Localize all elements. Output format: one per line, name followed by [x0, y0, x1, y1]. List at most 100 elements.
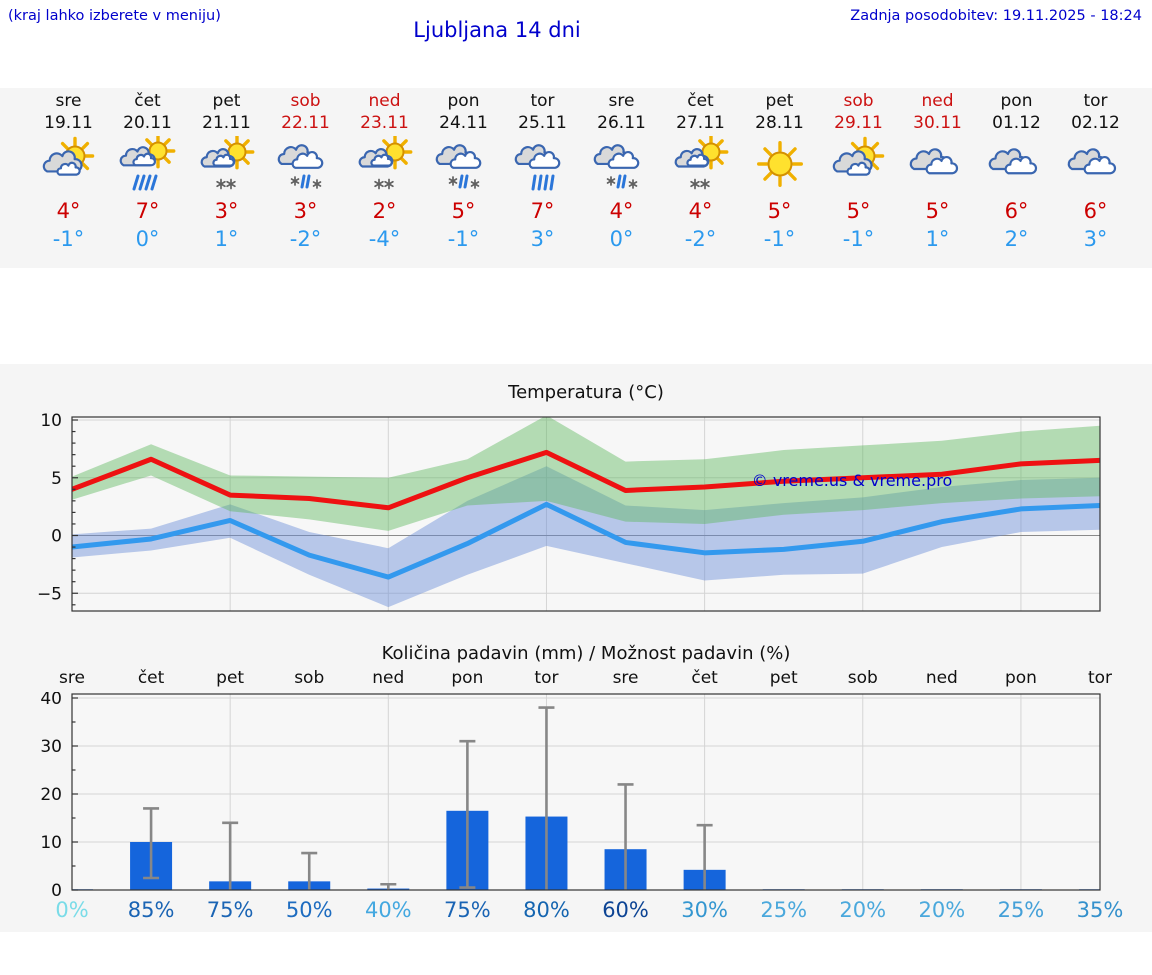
precip-probability-label: 35% [1076, 898, 1124, 922]
day-name: tor [530, 91, 555, 111]
low-temp: 0° [135, 227, 160, 251]
day-column[interactable]: ned 30.11 5° 1° [898, 88, 977, 268]
sun-cloud-icon [42, 136, 94, 176]
day-name: sre [55, 91, 82, 111]
day-name: pon [1000, 91, 1033, 111]
precip-probability-label: 75% [206, 898, 254, 922]
temp-ytick-label: −5 [37, 584, 62, 604]
day-column[interactable]: sob 22.11 3° -2° [266, 88, 345, 268]
temperature-chart: 10 5 0 −5 © vreme.us & vreme.pro [37, 411, 1101, 612]
precip-probability-label: 30% [681, 898, 728, 922]
high-temp: 6° [1083, 199, 1108, 223]
day-date: 24.11 [439, 113, 488, 133]
high-temp: 7° [530, 199, 555, 223]
precip-day-label: pet [769, 668, 798, 688]
temp-ytick-label: 10 [40, 411, 62, 431]
cloud-rain-icon [514, 144, 560, 191]
precip-probability-row: 0% 85% 75% 50% 40% 75% 80% 60% 30% 25% 20% 20% 25% 35… [0, 898, 1152, 922]
high-temp: 5° [846, 199, 871, 223]
cloud-sleet-icon [593, 144, 639, 189]
low-temp: -2° [684, 227, 717, 251]
day-column[interactable]: pon 24.11 5° -1° [424, 88, 503, 268]
sun-cloud-rain-icon [119, 136, 175, 191]
day-column[interactable]: pon 01.12 6° 2° [977, 88, 1056, 268]
low-temp: -4° [368, 227, 401, 251]
low-temp: 1° [925, 227, 950, 251]
precip-day-label: sob [847, 668, 878, 688]
clouds-icon [909, 148, 958, 175]
day-date: 02.12 [1071, 113, 1120, 133]
low-temp: -2° [289, 227, 322, 251]
precip-day-label: čet [137, 668, 165, 688]
clouds-icon [988, 148, 1037, 175]
precip-day-label: tor [1087, 668, 1113, 688]
day-date: 25.11 [518, 113, 567, 133]
cloud-sleet-icon [435, 144, 481, 189]
precip-ytick-label: 40 [40, 692, 62, 709]
day-column[interactable]: ned 23.11 2° -4° [345, 88, 424, 268]
day-name: sob [290, 91, 321, 111]
high-temp: 4° [609, 199, 634, 223]
sun-cloud-snow-icon [358, 136, 412, 190]
day-column[interactable]: čet 20.11 7° 0° [108, 88, 187, 268]
day-column[interactable]: sre 19.11 4° -1° [29, 88, 108, 268]
day-column[interactable]: pet 28.11 5° -1° [740, 88, 819, 268]
high-temp: 6° [1004, 199, 1029, 223]
precip-ytick-label: 0 [51, 881, 62, 901]
day-name: čet [134, 91, 161, 111]
high-temp: 5° [925, 199, 950, 223]
location-menu-hint: (kraj lahko izberete v meniju) [8, 8, 221, 24]
day-date: 23.11 [360, 113, 409, 133]
precip-ytick-label: 10 [40, 833, 62, 853]
day-date: 26.11 [597, 113, 646, 133]
precip-day-label: ned [372, 668, 405, 688]
high-temp: 2° [372, 199, 397, 223]
day-column[interactable]: pet 21.11 3° 1° [187, 88, 266, 268]
precip-day-label: sre [612, 668, 639, 688]
day-name: sob [843, 91, 874, 111]
day-column[interactable]: čet 27.11 4° -2° [661, 88, 740, 268]
temp-ytick-label: 5 [51, 469, 62, 489]
sun-cloud-snow-icon [674, 136, 728, 190]
precip-day-label: ned [925, 668, 958, 688]
day-date: 01.12 [992, 113, 1041, 133]
day-name: pet [765, 91, 794, 111]
temp-ytick-label: 0 [51, 527, 62, 547]
precip-probability-label: 20% [918, 898, 966, 922]
day-name: pon [447, 91, 480, 111]
sun-cloud-snow-icon [200, 136, 254, 190]
high-temp: 5° [767, 199, 792, 223]
day-date: 27.11 [676, 113, 725, 133]
low-temp: -1° [52, 227, 85, 251]
day-date: 21.11 [202, 113, 251, 133]
day-date: 28.11 [755, 113, 804, 133]
low-temp: 0° [609, 227, 634, 251]
day-name: tor [1083, 91, 1108, 111]
min-temp-line [72, 501, 1100, 580]
day-column[interactable]: tor 02.12 6° 3° [1056, 88, 1135, 268]
page-title: Ljubljana 14 dni [413, 18, 581, 42]
high-temp: 3° [214, 199, 239, 223]
low-temp: -1° [763, 227, 796, 251]
precip-probability-label: 40% [364, 898, 412, 922]
precip-day-label: čet [691, 668, 718, 688]
day-date: 22.11 [281, 113, 330, 133]
precip-probability-label: 0% [55, 898, 89, 922]
last-updated-timestamp: Zadnja posodobitev: 19.11.2025 - 18:24 [850, 8, 1142, 24]
high-temp: 3° [293, 199, 318, 223]
day-column[interactable]: tor 25.11 7° 3° [503, 88, 582, 268]
high-temp: 4° [688, 199, 713, 223]
precip-day-labels-row: sre čet pet sob ned pon tor sre čet pet sob ned pon t… [0, 668, 1152, 692]
precip-probability-label: 50% [285, 898, 333, 922]
day-column[interactable]: sre 26.11 4° 0° [582, 88, 661, 268]
precip-day-label: tor [534, 668, 559, 688]
clouds-icon [1067, 148, 1116, 175]
precip-day-label: pon [451, 668, 484, 688]
day-name: čet [687, 91, 714, 111]
high-temp: 4° [56, 199, 81, 223]
precip-ytick-label: 20 [40, 785, 62, 805]
precip-probability-label: 75% [444, 898, 491, 922]
low-temp: 2° [1004, 227, 1029, 251]
day-column[interactable]: sob 29.11 5° -1° [819, 88, 898, 268]
